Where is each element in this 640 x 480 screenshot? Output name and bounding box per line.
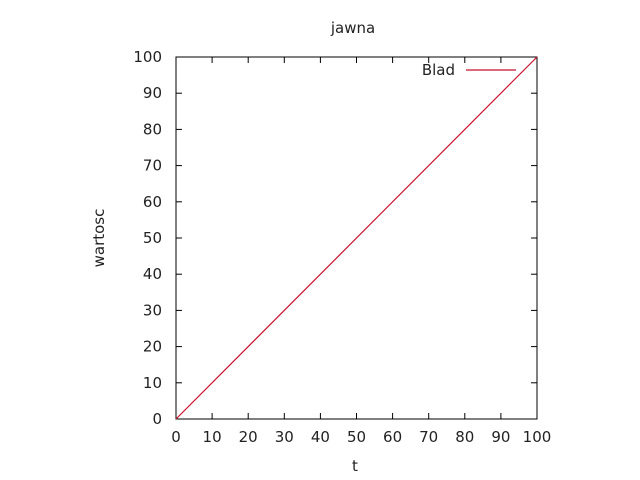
- y-tick-label: 100: [133, 48, 162, 66]
- y-tick-label: 40: [143, 265, 162, 283]
- legend-label-blad: Blad: [422, 61, 455, 79]
- y-axis-label: wartosc: [90, 209, 108, 268]
- x-tick-label: 100: [523, 428, 552, 446]
- x-tick-label: 60: [383, 428, 402, 446]
- axis-ticks: 0 10 20 30 40 50 60 70 80 90 100 0 10 20 30 40 50 60 70 80 9…: [133, 48, 551, 446]
- x-tick-label: 20: [239, 428, 258, 446]
- y-tick-label: 0: [152, 410, 162, 428]
- x-tick-label: 90: [491, 428, 510, 446]
- x-tick-label: 0: [171, 428, 181, 446]
- series-line-blad: [175, 56, 538, 420]
- y-tick-label: 20: [143, 338, 162, 356]
- y-tick-label: 80: [143, 120, 162, 138]
- series-group: [175, 56, 538, 420]
- x-tick-label: 70: [419, 428, 438, 446]
- x-tick-label: 80: [455, 428, 474, 446]
- chart-title: jawna: [330, 19, 375, 37]
- x-tick-label: 10: [203, 428, 222, 446]
- y-tick-label: 50: [143, 229, 162, 247]
- y-tick-label: 90: [143, 84, 162, 102]
- legend: Blad: [422, 61, 516, 79]
- y-tick-label: 70: [143, 157, 162, 175]
- x-tick-label: 30: [275, 428, 294, 446]
- y-tick-label: 10: [143, 374, 162, 392]
- y-tick-label: 60: [143, 193, 162, 211]
- y-tick-label: 30: [143, 301, 162, 319]
- x-tick-label: 50: [347, 428, 366, 446]
- x-tick-label: 40: [311, 428, 330, 446]
- x-axis-label: t: [352, 457, 358, 475]
